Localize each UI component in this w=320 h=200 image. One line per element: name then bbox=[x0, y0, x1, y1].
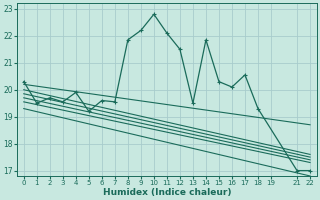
X-axis label: Humidex (Indice chaleur): Humidex (Indice chaleur) bbox=[103, 188, 231, 197]
